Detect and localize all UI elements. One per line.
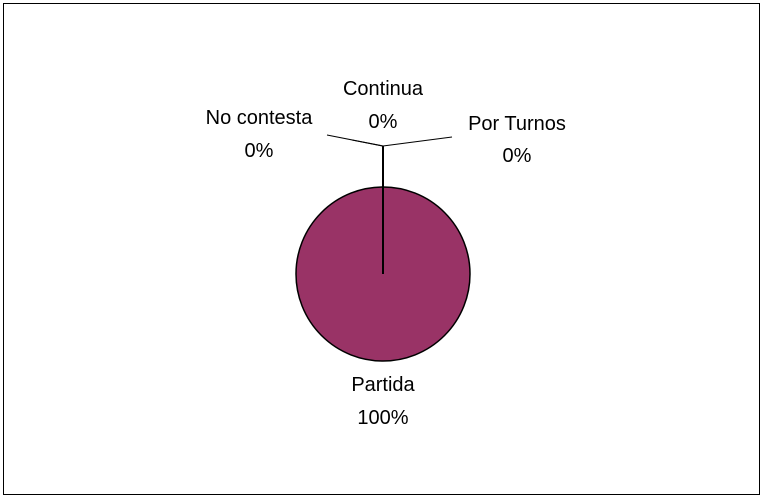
label-por-turnos-name: Por Turnos — [468, 113, 566, 135]
leader-lines — [326, 134, 453, 274]
label-no-contesta-name: No contesta — [206, 107, 314, 129]
leader-line-por-turnos — [382, 136, 453, 147]
label-continua-percent: 0% — [369, 111, 398, 133]
label-continua-name: Continua — [343, 78, 424, 100]
leader-line-no-contesta — [351, 139, 384, 147]
label-partida-percent: 100% — [357, 407, 408, 429]
label-partida-name: Partida — [351, 374, 415, 396]
label-no-contesta-percent: 0% — [245, 140, 274, 162]
label-por-turnos-percent: 0% — [503, 145, 532, 167]
pie-labels: Continua 0% No contesta 0% Por Turnos 0%… — [206, 78, 566, 429]
